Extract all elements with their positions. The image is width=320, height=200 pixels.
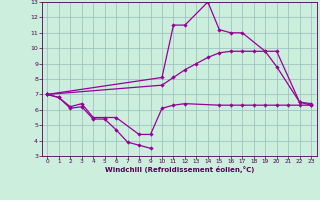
X-axis label: Windchill (Refroidissement éolien,°C): Windchill (Refroidissement éolien,°C) xyxy=(105,166,254,173)
